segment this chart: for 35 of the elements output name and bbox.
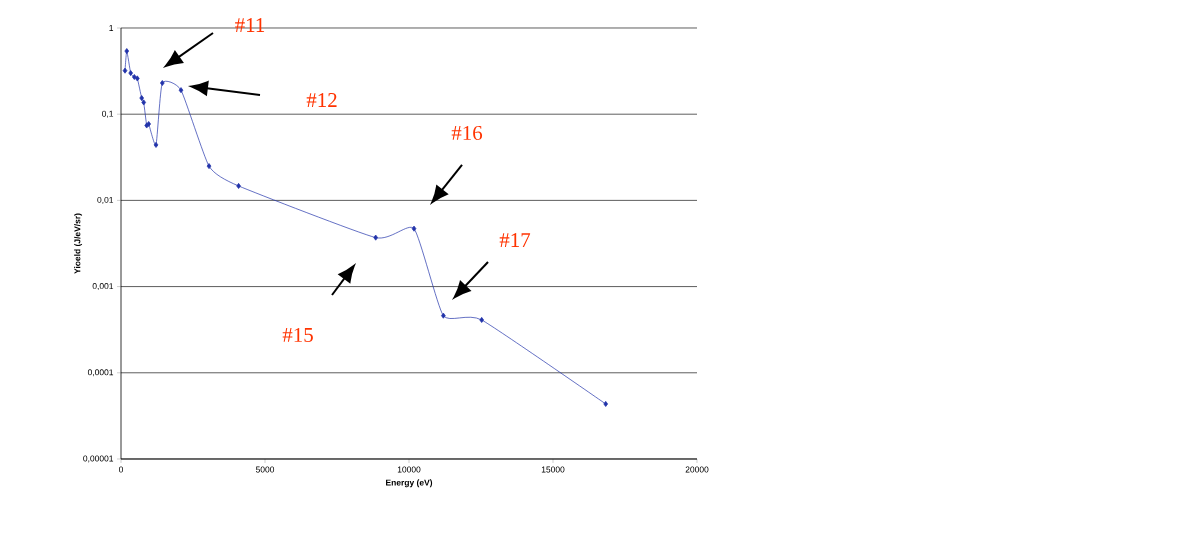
annotation: #15 xyxy=(282,327,313,342)
x-tick-label: 5000 xyxy=(255,466,275,473)
point xyxy=(124,48,130,55)
point xyxy=(153,141,159,148)
x-tick-label: 15000 xyxy=(541,466,565,473)
x-axis-title: Energy (eV) xyxy=(386,479,433,488)
y-tick-label: 1 xyxy=(109,25,114,31)
annotation: #11 xyxy=(235,18,265,32)
annotation: #16 xyxy=(451,125,483,141)
annotation: #12 xyxy=(306,93,337,107)
point xyxy=(135,75,140,82)
y-tick-label: 0,1 xyxy=(102,110,114,118)
point xyxy=(206,163,212,170)
point xyxy=(373,234,378,241)
y-tick-label: 0,01 xyxy=(97,196,114,204)
point xyxy=(236,183,241,189)
x-tick-label: 20000 xyxy=(685,466,709,473)
y-tick-label: 0,00001 xyxy=(83,455,114,463)
x-tick-label: 0 xyxy=(118,466,124,473)
point xyxy=(160,80,165,86)
point xyxy=(132,74,137,80)
point xyxy=(122,67,128,74)
point xyxy=(139,95,144,101)
x-tick-label: 10000 xyxy=(397,466,421,473)
point xyxy=(178,87,184,94)
point xyxy=(603,401,609,407)
annotation: #17 xyxy=(499,233,531,247)
point xyxy=(411,225,417,232)
point xyxy=(479,317,484,323)
point xyxy=(441,312,446,319)
y-axis-title: Yioeld (J/eV/sr) xyxy=(74,213,83,274)
y-tick-label: 0,0001 xyxy=(87,369,114,377)
y-tick-label: 0,001 xyxy=(92,283,114,291)
point xyxy=(128,70,133,77)
point xyxy=(141,99,146,106)
